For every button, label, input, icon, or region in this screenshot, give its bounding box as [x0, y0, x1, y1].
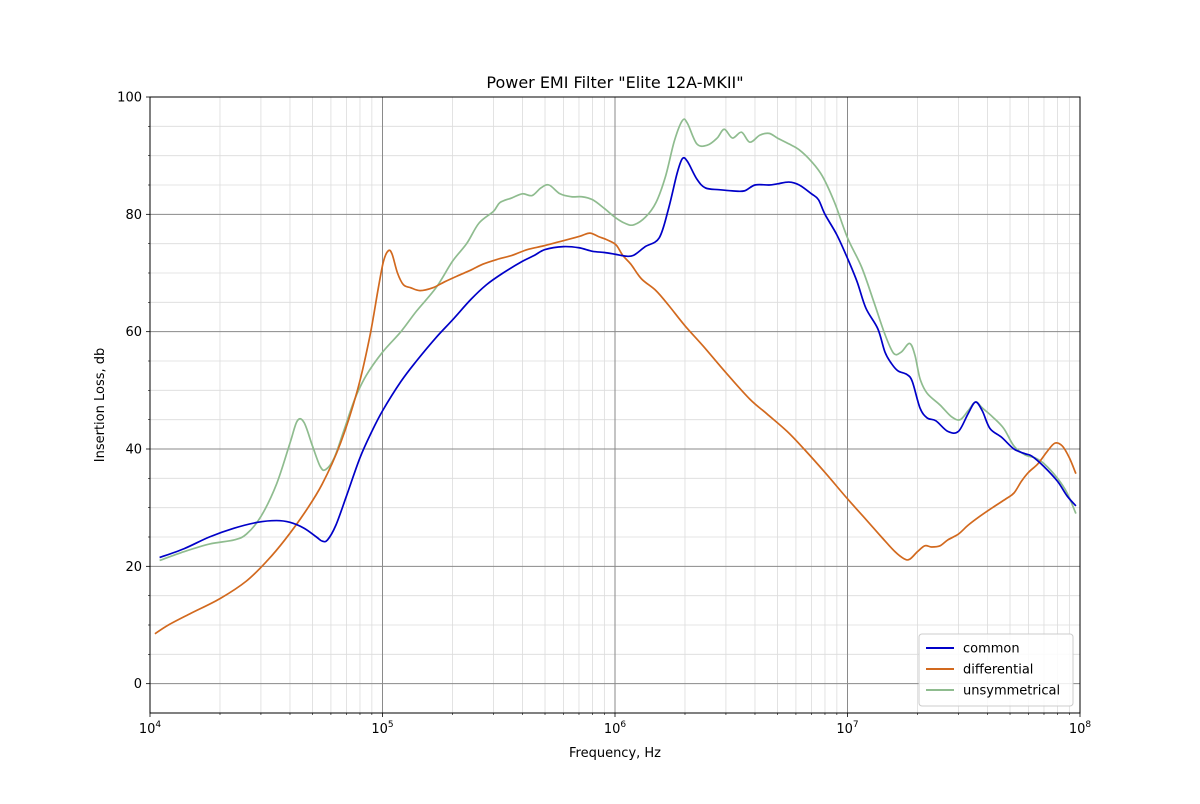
- y-axis-label: Insertion Loss, db: [93, 348, 108, 463]
- x-tick-label: 107: [836, 720, 858, 737]
- y-tick-label: 0: [134, 677, 142, 692]
- series-line-differential: [154, 232, 1077, 635]
- y-tick-label: 80: [125, 208, 142, 223]
- legend-label-common: common: [963, 642, 1020, 657]
- y-tick-label: 20: [125, 560, 142, 575]
- series-layer: [154, 118, 1077, 635]
- series-line-unsymmetrical: [159, 118, 1077, 562]
- series-line-common: [159, 156, 1077, 559]
- y-tick-label: 40: [125, 443, 142, 458]
- legend-label-differential: differential: [963, 663, 1033, 678]
- x-axis-label: Frequency, Hz: [569, 746, 661, 761]
- ticks-layer: 104 105 106 107 108 0 20 40 60 80 100: [117, 91, 1091, 738]
- y-tick-label: 100: [117, 91, 142, 106]
- y-tick-label: 60: [125, 325, 142, 340]
- chart-title: Power EMI Filter "Elite 12A-MKII": [486, 73, 743, 92]
- x-tick-label: 104: [139, 720, 162, 737]
- minor-grid: [150, 97, 1080, 713]
- x-tick-label: 108: [1069, 720, 1092, 737]
- x-tick-label: 106: [604, 720, 627, 737]
- x-tick-label: 105: [371, 720, 393, 737]
- legend-box: [918, 633, 1074, 707]
- legend: common differential unsymmetrical: [918, 633, 1074, 707]
- legend-label-unsymmetrical: unsymmetrical: [963, 684, 1060, 699]
